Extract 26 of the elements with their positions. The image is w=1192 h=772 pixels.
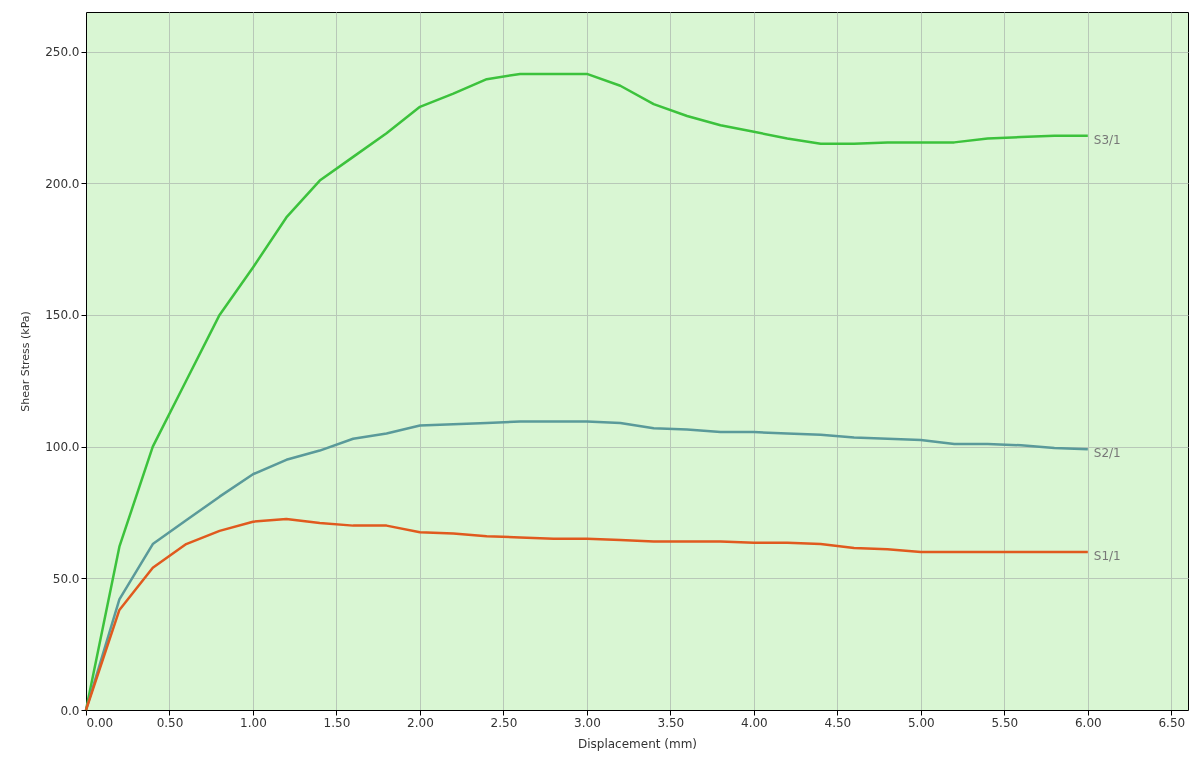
x-tick-label: 5.50 — [991, 715, 1019, 730]
x-tick-label: 0.00 — [86, 715, 114, 730]
y-tick-label: 100.0 — [45, 440, 80, 455]
x-tick-label: 4.50 — [824, 715, 852, 730]
y-axis-title: Shear Stress (kPa) — [19, 311, 33, 412]
series-label: S3/1 — [1093, 132, 1121, 147]
x-tick-label: 6.00 — [1074, 715, 1102, 730]
y-tick-label: 0.0 — [60, 703, 80, 718]
y-tick-label: 150.0 — [45, 308, 80, 323]
x-tick-label: 6.50 — [1158, 715, 1186, 730]
series-label: S2/1 — [1093, 446, 1121, 461]
y-tick-label: 200.0 — [45, 176, 80, 191]
line-series — [84, 517, 1090, 712]
x-tick-label: 2.50 — [490, 715, 518, 730]
x-axis-title: Displacement (mm) — [577, 736, 698, 751]
x-tick-label: 3.50 — [657, 715, 685, 730]
x-tick-label: 5.00 — [907, 715, 935, 730]
x-tick-label: 4.00 — [741, 715, 768, 730]
x-tick-label: 0.50 — [156, 715, 184, 730]
x-tick-label: 3.00 — [574, 715, 601, 730]
y-tick-label: 250.0 — [45, 45, 80, 60]
x-tick-label: 1.00 — [240, 715, 267, 730]
y-tick-label: 50.0 — [52, 571, 80, 586]
x-tick-label: 2.00 — [407, 715, 434, 730]
series-label: S1/1 — [1093, 548, 1121, 563]
x-tick-label: 1.50 — [323, 715, 351, 730]
